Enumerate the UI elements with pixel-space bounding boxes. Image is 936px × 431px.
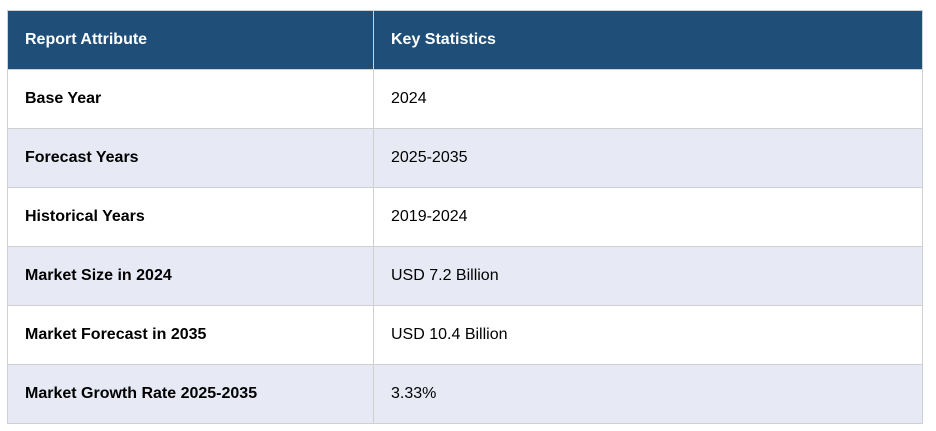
attribute-cell: Base Year — [7, 69, 374, 129]
attribute-cell: Market Size in 2024 — [7, 246, 374, 306]
table-row: Base Year 2024 — [7, 69, 923, 129]
table-row: Market Size in 2024 USD 7.2 Billion — [7, 246, 923, 306]
header-cell: Key Statistics — [373, 10, 923, 70]
attribute-cell: Historical Years — [7, 187, 374, 247]
value-cell: 2025-2035 — [373, 128, 923, 188]
value-cell: 2019-2024 — [373, 187, 923, 247]
stats-table: Report Attribute Key Statistics Base Year… — [7, 10, 923, 424]
table-row: Market Forecast in 2035 USD 10.4 Billion — [7, 305, 923, 365]
header-cell: Report Attribute — [7, 10, 374, 70]
table-row: Market Growth Rate 2025-2035 3.33% — [7, 364, 923, 424]
attribute-cell: Forecast Years — [7, 128, 374, 188]
value-cell: USD 7.2 Billion — [373, 246, 923, 306]
table-body: Base Year 2024 Forecast Years 2025-2035 Hist… — [7, 69, 923, 424]
value-cell: USD 10.4 Billion — [373, 305, 923, 365]
table-row: Forecast Years 2025-2035 — [7, 128, 923, 188]
header-row: Report Attribute Key Statistics — [7, 10, 923, 70]
attribute-cell: Market Growth Rate 2025-2035 — [7, 364, 374, 424]
value-cell: 2024 — [373, 69, 923, 129]
attribute-cell: Market Forecast in 2035 — [7, 305, 374, 365]
value-cell: 3.33% — [373, 364, 923, 424]
table-row: Historical Years 2019-2024 — [7, 187, 923, 247]
